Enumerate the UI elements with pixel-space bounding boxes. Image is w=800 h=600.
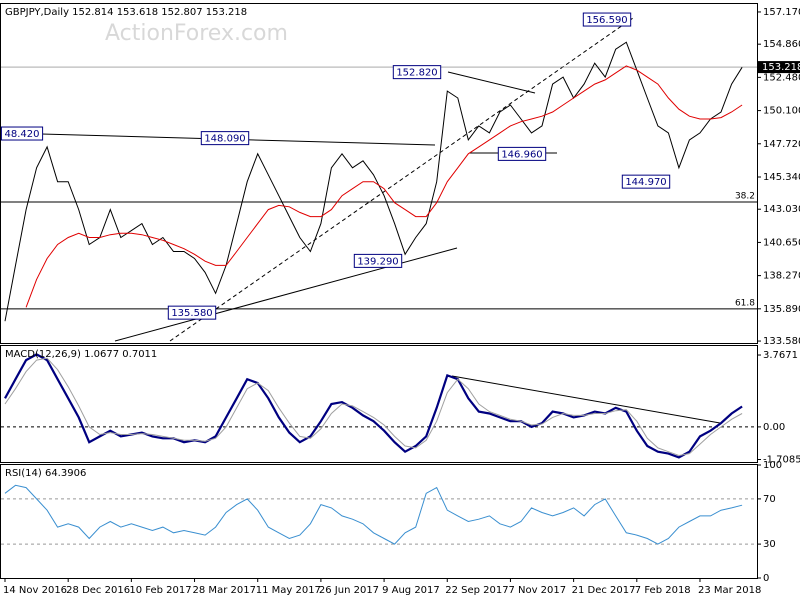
- y-tick-label: 152.480: [763, 72, 800, 83]
- panel-title: MACD(12,26,9) 1.0677 0.7011: [5, 349, 157, 360]
- annotation-label: 48.420: [5, 129, 40, 140]
- y-tick-label: 3.7671: [763, 350, 798, 361]
- x-tick-label: 7 Feb 2018: [635, 585, 691, 596]
- fib-label: 61.8: [735, 298, 755, 308]
- annotation-box: [497, 146, 547, 161]
- panel-frames: [0, 3, 758, 579]
- annotation-label: 144.970: [625, 177, 666, 188]
- y-tick-label: 140.650: [763, 237, 800, 248]
- trend-line: [169, 17, 634, 342]
- last-price-box: [758, 61, 800, 74]
- y-tick-label: 138.270: [763, 271, 800, 282]
- annotation-box: [0, 126, 44, 141]
- y-tick-label: 150.100: [763, 106, 800, 117]
- y-tick-label: 0.00: [763, 422, 785, 433]
- y-tick-label: 135.890: [763, 304, 800, 315]
- annotation-label: 146.960: [501, 149, 542, 160]
- x-tick-label: 23 Mar 2018: [698, 585, 761, 596]
- y-tick-label: 30: [763, 539, 776, 550]
- y-tick-label: 143.030: [763, 204, 800, 215]
- last-price-label: 153.218: [762, 62, 800, 73]
- annotation-label: 152.820: [396, 68, 437, 79]
- rsi-frame: [0, 464, 758, 579]
- annotation-label: 148.090: [204, 134, 245, 145]
- annotation-label: 135.580: [171, 308, 212, 319]
- x-tick-label: 21 Dec 2017: [572, 585, 636, 596]
- series-line: [4, 357, 743, 457]
- trend-line: [447, 71, 536, 94]
- panel-title: RSI(14) 64.3906: [5, 468, 86, 479]
- price-frame: [0, 3, 758, 344]
- panel-title: GBPJPY,Daily 152.814 153.618 152.807 153…: [5, 7, 247, 18]
- annotation-label: 139.290: [357, 256, 398, 267]
- series-line: [25, 65, 743, 308]
- y-tick-label: 145.340: [763, 172, 800, 183]
- y-tick-label: 100: [763, 460, 782, 471]
- watermark: ActionForex.com: [105, 21, 288, 46]
- x-tick-label: 22 Sep 2017: [445, 585, 508, 596]
- y-tick-label: 157.170: [763, 7, 800, 18]
- y-tick-label: 154.860: [763, 39, 800, 50]
- x-tick-label: 10 Feb 2017: [129, 585, 191, 596]
- x-tick-label: 28 Dec 2016: [66, 585, 130, 596]
- trend-line: [451, 375, 721, 424]
- x-tick-label: 14 Nov 2016: [3, 585, 67, 596]
- annotation-box: [392, 65, 442, 80]
- y-tick-label: 70: [763, 494, 776, 505]
- x-tick-label: 11 May 2017: [256, 585, 321, 596]
- annotation-box: [582, 12, 632, 27]
- y-tick-label: 133.580: [763, 336, 800, 347]
- annotation-box: [353, 253, 403, 268]
- series-line: [4, 353, 743, 459]
- y-tick-label: 147.720: [763, 139, 800, 150]
- annotation-box: [200, 131, 250, 146]
- x-tick-label: 26 Jun 2017: [319, 585, 379, 596]
- macd-frame: [0, 345, 758, 463]
- y-tick-label: -1.7085: [763, 454, 800, 465]
- annotation-label: 156.590: [586, 15, 627, 26]
- y-tick-label: 0: [763, 573, 769, 584]
- series-line: [4, 484, 743, 545]
- x-tick-label: 28 Mar 2017: [193, 585, 256, 596]
- annotation-box: [621, 174, 671, 189]
- x-tick-label: 9 Aug 2017: [382, 585, 440, 596]
- annotation-box: [167, 305, 217, 320]
- fib-label: 38.2: [735, 191, 755, 201]
- x-tick-label: 7 Nov 2017: [508, 585, 566, 596]
